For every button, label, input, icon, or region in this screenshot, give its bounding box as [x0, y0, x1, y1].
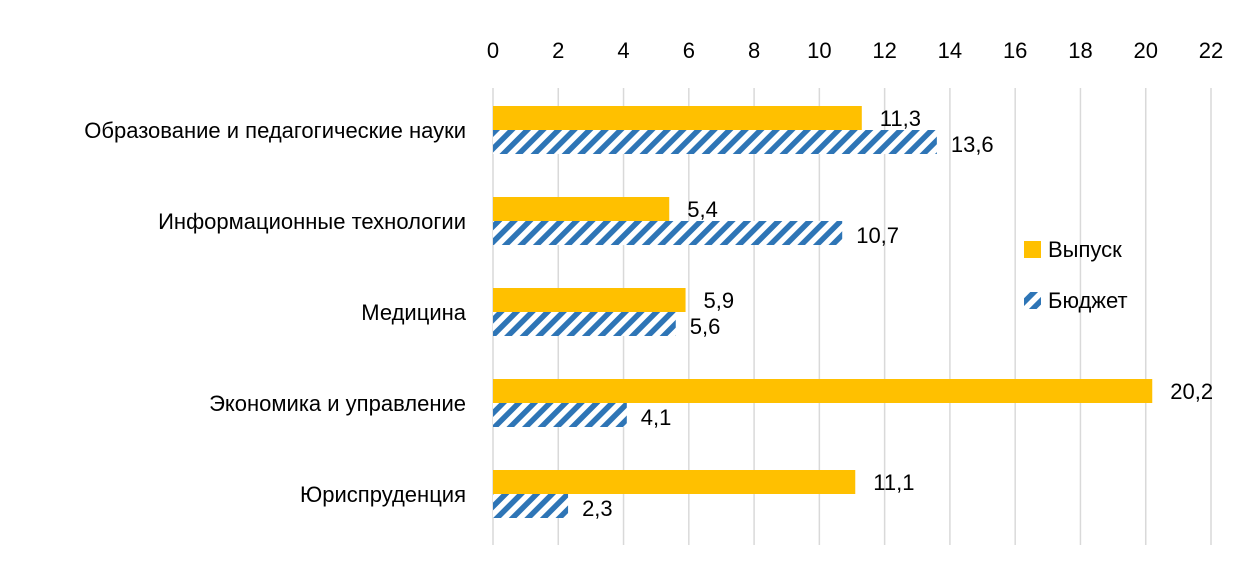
bar-vypusk-1	[493, 197, 670, 221]
bar-byudzhet-1	[493, 221, 843, 245]
x-tick-label-20: 20	[1133, 38, 1157, 63]
bar-vypusk-2	[493, 288, 686, 312]
legend: Выпуск Бюджет	[1024, 237, 1128, 313]
data-label-vypusk-4: 11,1	[873, 470, 914, 495]
x-tick-label-12: 12	[872, 38, 896, 63]
data-label-byudzhet-0: 13,6	[951, 132, 994, 157]
x-tick-label-0: 0	[487, 38, 499, 63]
data-label-byudzhet-1: 10,7	[856, 223, 899, 248]
x-tick-label-2: 2	[552, 38, 564, 63]
category-labels: Образование и педагогические науки Информ…	[84, 118, 466, 507]
x-tick-label-6: 6	[683, 38, 695, 63]
bars	[493, 106, 1153, 518]
data-label-vypusk-1: 5,4	[687, 197, 718, 222]
bar-byudzhet-0	[493, 130, 937, 154]
bar-vypusk-0	[493, 106, 862, 130]
data-labels: 11,3 13,6 5,4 10,7 5,95,6 20,2 4,1 11,1 2,3	[582, 106, 1213, 521]
category-label-2: Медицина	[361, 300, 466, 325]
bar-vypusk-3	[493, 379, 1153, 403]
data-label-vypusk-0: 11,3	[880, 106, 921, 131]
data-label-byudzhet-2: 5,6	[690, 314, 721, 339]
gridlines	[492, 88, 1212, 545]
bar-vypusk-4	[493, 470, 856, 494]
data-label-vypusk-2: 5,9	[704, 288, 735, 313]
bar-byudzhet-2	[493, 312, 676, 336]
category-label-4: Юриспруденция	[300, 482, 466, 507]
x-tick-label-18: 18	[1068, 38, 1092, 63]
x-tick-label-16: 16	[1003, 38, 1027, 63]
x-tick-label-22: 22	[1199, 38, 1223, 63]
data-label-byudzhet-4: 2,3	[582, 496, 613, 521]
legend-label-byudzhet: Бюджет	[1048, 288, 1128, 313]
x-axis-tick-labels: 0 2 4 6 8 10 12 14 16 18 20 22	[487, 38, 1223, 63]
x-tick-label-14: 14	[938, 38, 962, 63]
legend-label-vypusk: Выпуск	[1048, 237, 1122, 262]
x-tick-label-10: 10	[807, 38, 831, 63]
data-label-vypusk-3: 20,2	[1170, 379, 1213, 404]
legend-swatch-vypusk	[1024, 241, 1041, 258]
bar-byudzhet-3	[493, 403, 627, 427]
category-label-0: Образование и педагогические науки	[84, 118, 466, 143]
x-tick-label-4: 4	[617, 38, 629, 63]
category-label-3: Экономика и управление	[209, 391, 466, 416]
x-tick-label-8: 8	[748, 38, 760, 63]
category-label-1: Информационные технологии	[158, 209, 466, 234]
bar-byudzhet-4	[493, 494, 569, 518]
data-label-byudzhet-3: 4,1	[641, 405, 672, 430]
legend-swatch-byudzhet	[1024, 292, 1041, 309]
